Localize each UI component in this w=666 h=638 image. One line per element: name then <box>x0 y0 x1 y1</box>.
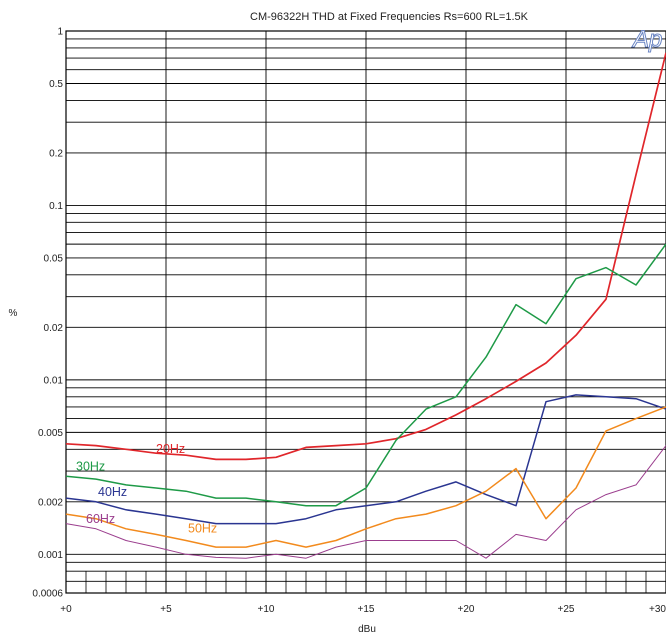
series-label-30hz: 30Hz <box>76 459 105 473</box>
x-tick-label: +5 <box>160 604 172 615</box>
x-tick-label: +0 <box>60 604 72 615</box>
y-tick-label: 0.0006 <box>32 589 63 600</box>
series-lines <box>65 52 666 559</box>
series-label-60hz: 60Hz <box>86 512 115 526</box>
y-tick-labels: 1 0.5 0.2 0.1 0.05 0.02 0.01 0.005 0.002 0.001 0.0… <box>32 27 63 600</box>
series-line-30hz <box>65 243 666 507</box>
plot-frame <box>65 30 666 594</box>
x-tick-label: +10 <box>258 604 275 615</box>
y-tick-label: 0.1 <box>49 201 63 212</box>
y-axis-label: % <box>9 308 18 319</box>
series-line-20hz <box>65 52 666 461</box>
x-tick-label: +25 <box>558 604 575 615</box>
series-line-40hz <box>65 394 666 525</box>
series-line-50hz <box>65 406 666 548</box>
x-tick-labels: +0 +5 +10 +15 +20 +25 +30 <box>60 604 666 615</box>
y-tick-label: 0.02 <box>44 323 64 334</box>
y-tick-label: 0.01 <box>44 375 64 386</box>
x-tick-label: +20 <box>458 604 475 615</box>
x-tick-label: +30 <box>649 604 666 615</box>
y-tick-label: 0.2 <box>49 148 63 159</box>
series-label-40hz: 40Hz <box>98 485 127 499</box>
y-tick-label: 0.05 <box>44 253 64 264</box>
y-tick-label: 0.005 <box>38 428 63 439</box>
grid <box>65 30 666 594</box>
chart-title: CM-96322H THD at Fixed Frequencies Rs=60… <box>250 11 529 23</box>
y-tick-label: 0.5 <box>49 79 63 90</box>
ap-logo: Ap <box>631 26 662 53</box>
x-axis-label: dBu <box>358 624 376 635</box>
y-tick-label: 0.001 <box>38 550 63 561</box>
series-labels: 20Hz 30Hz 40Hz 50Hz 60Hz <box>76 442 217 535</box>
plot-border <box>65 30 666 594</box>
series-label-50hz: 50Hz <box>188 521 217 535</box>
y-tick-label: 1 <box>57 27 63 38</box>
series-label-20hz: 20Hz <box>156 442 185 456</box>
y-tick-label: 0.002 <box>38 497 63 508</box>
series-line-60hz <box>65 445 666 559</box>
x-tick-label: +15 <box>358 604 375 615</box>
